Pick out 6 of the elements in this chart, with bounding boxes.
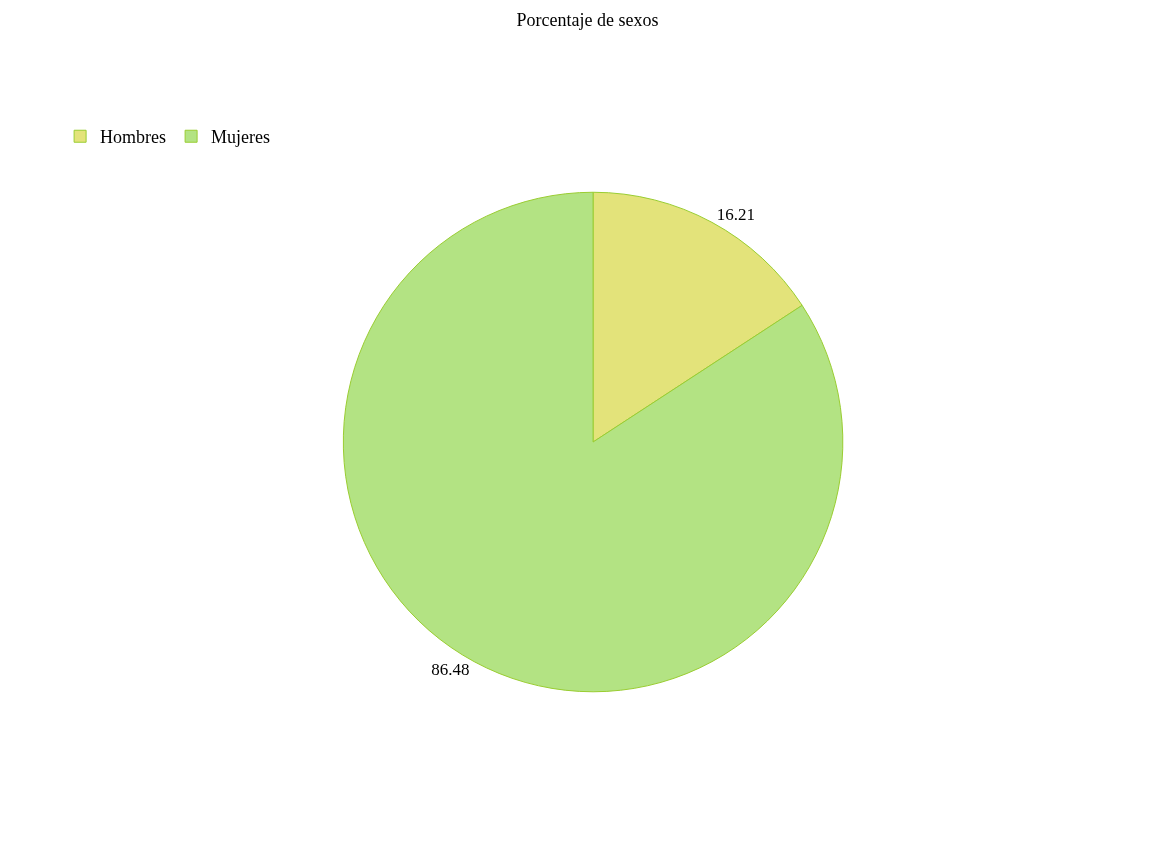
pie-slice — [342, 191, 843, 693]
data-label: 16.21 — [716, 205, 755, 225]
legend-label: Hombres — [100, 127, 167, 148]
legend-label: Mujeres — [211, 127, 271, 148]
chart-title: Porcentaje de sexos — [516, 9, 659, 30]
data-label: 86.48 — [431, 659, 470, 679]
